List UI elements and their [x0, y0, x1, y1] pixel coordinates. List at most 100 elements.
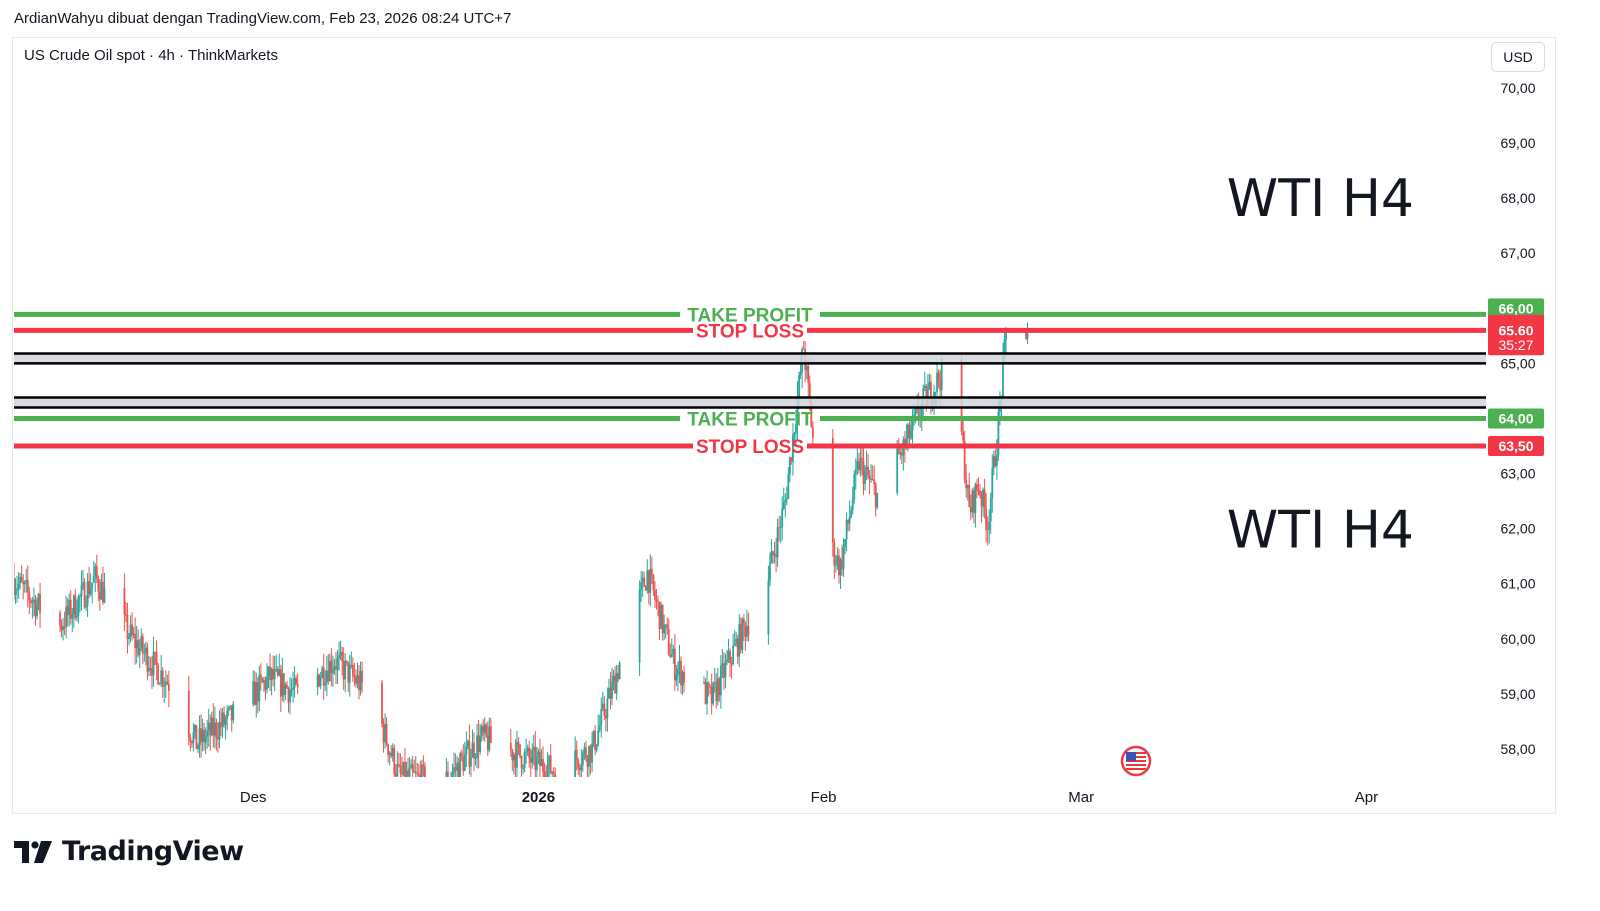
candle-body [212, 717, 215, 736]
candle-body [209, 722, 212, 736]
candle-body [290, 689, 293, 691]
stop-loss-label: STOP LOSS [696, 437, 804, 458]
candle-body [59, 612, 61, 626]
y-axis-tick-label: 67,00 [1500, 245, 1535, 261]
candle-body [273, 669, 276, 680]
candle-body [272, 669, 275, 680]
candle-body [962, 431, 965, 441]
candle-body [293, 678, 296, 688]
candle-body [741, 618, 744, 650]
candle-body [575, 749, 578, 760]
candle-body [422, 764, 425, 767]
candle-body [1025, 331, 1027, 339]
candle-body [811, 427, 814, 438]
y-axis-tick-label: 65,00 [1500, 355, 1535, 371]
candle-body [397, 764, 400, 766]
candle-body [66, 606, 69, 615]
candle-body [589, 746, 592, 763]
candle-body [862, 459, 865, 484]
candle-body [979, 490, 981, 496]
chart-pane[interactable] [12, 37, 1556, 814]
candle-body [772, 551, 774, 556]
candle-body [71, 614, 74, 619]
candle-body [664, 624, 667, 626]
symbol-title[interactable]: US Crude Oil spot · 4h · ThinkMarkets [24, 47, 278, 64]
candle-body [509, 742, 512, 750]
candle-body [267, 666, 270, 677]
candle-body [775, 553, 777, 558]
candle-body [667, 629, 670, 655]
candle-body [22, 581, 25, 585]
candle-body [261, 678, 264, 683]
candle-body [160, 670, 163, 684]
candle-body [476, 735, 478, 758]
candle-body [166, 681, 169, 685]
candle-body [348, 665, 351, 683]
candle-body [934, 391, 937, 393]
candle-body [477, 735, 480, 753]
x-axis-tick-label: Feb [811, 789, 837, 806]
y-axis-tick-label: 60,00 [1500, 631, 1535, 647]
candle-body [479, 736, 482, 753]
candle-body [910, 430, 912, 439]
candle-body [897, 448, 900, 455]
candle-body [143, 652, 146, 654]
candle-body [39, 593, 41, 613]
candle-body [930, 381, 932, 405]
candle-body [201, 729, 204, 742]
candle-body [936, 372, 938, 392]
candle-body [857, 461, 860, 471]
candle-body [29, 600, 32, 604]
candle-body [424, 766, 426, 777]
candle-body [134, 633, 137, 649]
candle-body [980, 495, 983, 507]
candle-body [98, 591, 101, 600]
y-axis-tick-label: 69,00 [1500, 135, 1535, 151]
candle-body [86, 581, 89, 606]
candle-body [960, 359, 963, 432]
candle-body [408, 768, 411, 777]
candle-body [666, 624, 669, 630]
candle-body [669, 654, 672, 658]
candle-body [848, 516, 851, 524]
candle-body [548, 755, 551, 767]
candle-body [793, 432, 796, 435]
candle-body [867, 466, 869, 477]
us-flag-event-icon[interactable] [1120, 745, 1152, 777]
candle-body [318, 674, 321, 687]
candle-body [381, 682, 383, 724]
candle-body [463, 754, 466, 771]
candle-body [517, 741, 520, 745]
candle-body [282, 673, 285, 695]
candle-body [649, 568, 652, 593]
candle-body [747, 626, 750, 635]
candle-body [601, 703, 604, 709]
candle-body [210, 717, 213, 736]
x-axis-tick-label: 2026 [522, 789, 555, 806]
candle-body [189, 737, 192, 742]
candle-body [920, 402, 923, 417]
candle-body [385, 723, 388, 745]
candle-body [190, 741, 193, 744]
candle-body [140, 636, 143, 649]
candle-body [157, 665, 160, 685]
price-badge-label: 65,60 [1498, 322, 1533, 338]
currency-button[interactable]: USD [1491, 42, 1545, 72]
candle-body [259, 674, 262, 679]
price-badge [1488, 298, 1544, 319]
candle-body [908, 424, 911, 439]
candle-body [641, 577, 644, 583]
tradingview-logo[interactable]: TradingView [14, 836, 244, 867]
candle-body [963, 440, 966, 480]
candle-body [480, 726, 483, 737]
candle-body [221, 712, 224, 727]
stop-loss-label: STOP LOSS [696, 321, 804, 342]
candle-body [327, 670, 330, 682]
candle-body [60, 625, 63, 631]
candle-body [537, 751, 540, 757]
candle-body [611, 681, 613, 699]
candle-body [723, 663, 725, 678]
candle-body [292, 687, 294, 690]
candle-body [914, 408, 917, 416]
